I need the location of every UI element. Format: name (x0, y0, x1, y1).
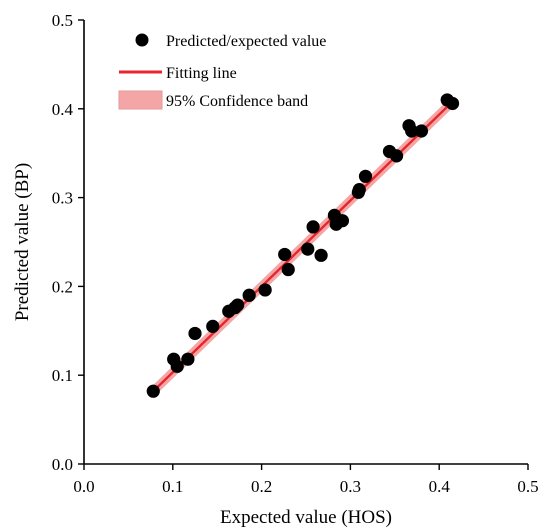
y-tick-label: 0.4 (52, 100, 74, 119)
data-point (231, 298, 245, 312)
data-points-layer (146, 93, 460, 398)
data-point (445, 96, 460, 111)
y-tick-label: 0.5 (52, 11, 73, 30)
legend: Predicted/expected value Fitting line 95… (118, 33, 326, 110)
data-point (414, 124, 429, 138)
data-point (206, 319, 220, 333)
y-tick-label: 0.3 (52, 189, 73, 208)
x-axis-title: Expected value (HOS) (220, 507, 392, 528)
data-point (301, 242, 315, 256)
data-point (335, 214, 350, 228)
data-point (170, 359, 184, 373)
data-point (146, 384, 160, 398)
y-axis-ticks: 0.0 0.1 0.2 0.3 0.4 0.5 (52, 11, 84, 474)
data-point (306, 220, 320, 234)
y-tick-label: 0.0 (52, 455, 73, 474)
data-point (258, 283, 272, 297)
x-tick-label: 0.2 (251, 477, 272, 496)
legend-marker-icon (135, 33, 149, 47)
data-point (278, 247, 292, 262)
data-point (314, 248, 328, 262)
x-tick-label: 0.1 (162, 477, 183, 496)
data-point (352, 183, 366, 197)
data-point (358, 169, 373, 183)
x-tick-label: 0.4 (429, 477, 451, 496)
x-tick-label: 0.3 (340, 477, 361, 496)
y-tick-label: 0.2 (52, 277, 73, 296)
axes (83, 20, 528, 465)
x-tick-label: 0.5 (517, 477, 538, 496)
data-point (281, 262, 295, 277)
data-point (181, 352, 195, 366)
data-point (188, 326, 202, 341)
legend-label-band: 95% Confidence band (166, 93, 308, 110)
data-point (242, 288, 256, 302)
legend-label-points: Predicted/expected value (166, 33, 326, 50)
y-axis-title: Predicted value (BP) (12, 163, 33, 321)
legend-label-fit: Fitting line (166, 65, 237, 82)
legend-band-icon (118, 90, 163, 110)
data-point (405, 124, 419, 138)
data-point (389, 149, 404, 163)
y-tick-label: 0.1 (52, 366, 73, 385)
x-axis-ticks: 0.0 0.1 0.2 0.3 0.4 0.5 (73, 464, 539, 496)
x-tick-label: 0.0 (73, 477, 94, 496)
